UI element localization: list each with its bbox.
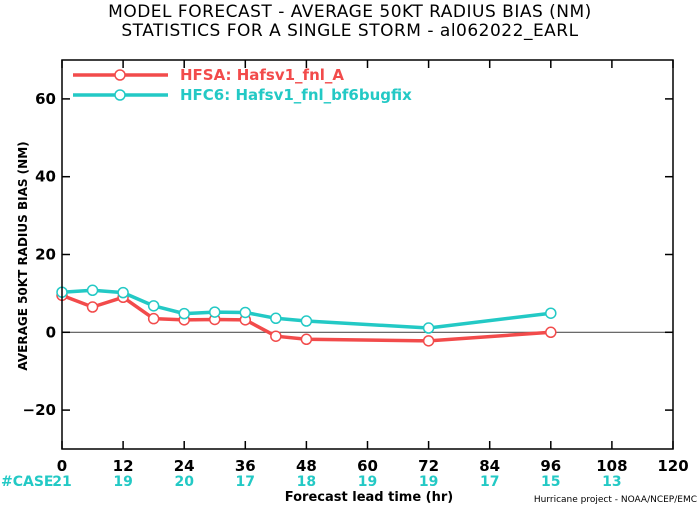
x-tick-label: 24	[174, 457, 195, 475]
data-point	[86, 301, 99, 313]
y-axis-label: AVERAGE 50KT RADIUS BIAS (NM)	[16, 141, 30, 370]
y-tick-label: 0	[46, 323, 56, 341]
y-tick-label: 20	[35, 246, 56, 264]
y-tick-label: 60	[35, 90, 56, 108]
legend-entry-label: HFC6: Hafsv1_fnl_bf6bugfix	[180, 86, 412, 104]
legend-swatch-marker	[114, 69, 126, 81]
series-layer	[56, 284, 557, 347]
case-count-value: 15	[541, 474, 560, 490]
case-count-label: #CASE	[1, 474, 54, 490]
legend-entry-label: HFSA: Hafsv1_fnl_A	[180, 66, 344, 84]
chart-title-line-1: MODEL FORECAST - AVERAGE 50KT RADIUS BIA…	[108, 2, 592, 22]
data-point	[270, 312, 282, 325]
case-count-value: 13	[602, 474, 621, 490]
x-tick-label: 60	[357, 457, 378, 475]
data-point	[86, 284, 99, 297]
data-point	[117, 286, 129, 299]
case-count-value: 19	[113, 474, 132, 490]
x-tick-label: 72	[418, 457, 439, 475]
x-tick-label: 108	[596, 457, 627, 475]
data-point	[300, 333, 313, 346]
legend: HFSA: Hafsv1_fnl_A HFC6: Hafsv1_fnl_bf6bu…	[73, 66, 412, 104]
x-tick-label: 96	[540, 457, 561, 475]
data-point	[147, 312, 160, 325]
case-count-value: 18	[297, 474, 316, 490]
data-point	[209, 306, 221, 318]
data-point	[147, 300, 160, 312]
case-counts: 21 19 20 17 18 19 19 17 15 13	[52, 474, 621, 490]
data-point	[422, 322, 435, 334]
x-tick-label: 84	[479, 457, 500, 475]
data-point	[422, 335, 435, 347]
legend-swatch-marker	[114, 89, 126, 101]
credit-text: Hurricane project - NOAA/NCEP/EMC	[534, 495, 697, 505]
case-count-value: 17	[480, 474, 499, 490]
data-point	[239, 306, 252, 319]
case-count-value: 19	[358, 474, 377, 490]
x-axis-label: Forecast lead time (hr)	[285, 490, 453, 505]
axis-ticks: 0 12 24 36 48 60 72 84 96 108 120 −20 0 20 40 60	[23, 60, 689, 475]
case-count-value: 20	[174, 474, 194, 490]
chart-title-line-2: STATISTICS FOR A SINGLE STORM - al062022…	[121, 21, 579, 41]
case-count-value: 17	[236, 474, 255, 490]
data-point	[270, 330, 282, 342]
data-point	[545, 326, 557, 339]
data-point	[300, 315, 313, 327]
plot-frame	[61, 59, 674, 450]
y-tick-label: 40	[35, 168, 56, 186]
case-count-value: 21	[52, 474, 71, 490]
x-tick-label: 36	[235, 457, 256, 475]
x-tick-label: 48	[296, 457, 317, 475]
x-tick-label: 120	[657, 457, 688, 475]
x-tick-label: 12	[113, 457, 134, 475]
data-point	[178, 307, 190, 320]
y-tick-label: −20	[23, 401, 56, 419]
x-tick-label: 0	[57, 457, 67, 475]
data-point	[545, 307, 557, 319]
case-count-value: 19	[419, 474, 438, 490]
